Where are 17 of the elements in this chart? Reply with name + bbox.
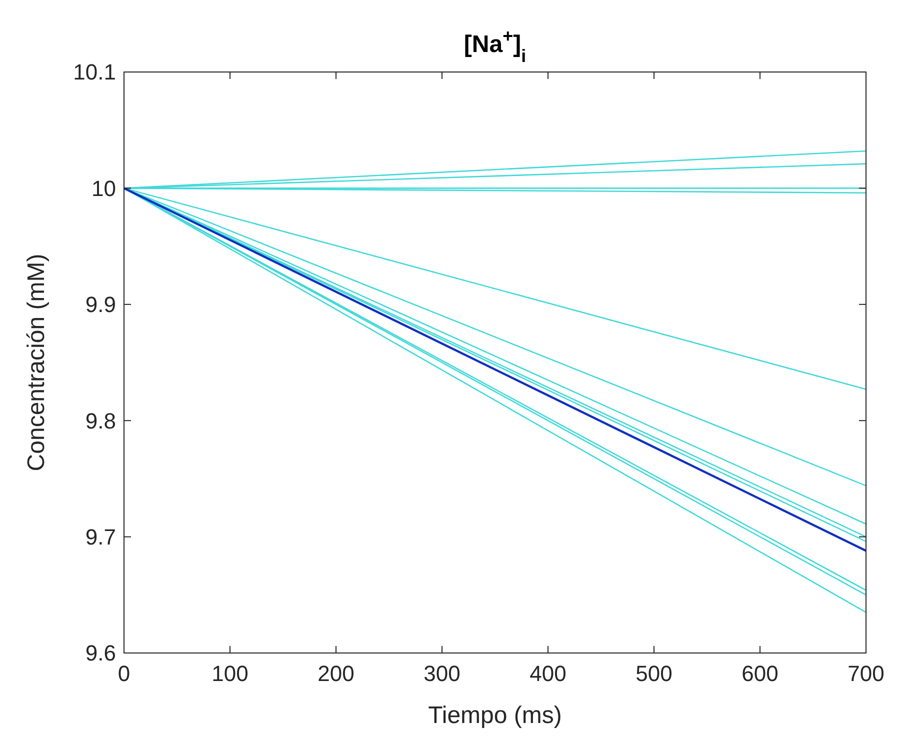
x-tick-label: 200 (318, 661, 354, 686)
x-tick-label: 100 (212, 661, 248, 686)
y-tick-label: 10 (92, 176, 116, 201)
x-axis-title: Tiempo (ms) (428, 702, 562, 729)
y-tick-label: 9.6 (85, 640, 116, 666)
y-tick-label: 10.1 (73, 60, 116, 85)
x-tick-label: 400 (530, 661, 566, 686)
x-tick-label: 700 (848, 661, 884, 686)
x-tick-label: 600 (742, 661, 778, 686)
x-tick-label: 500 (636, 661, 672, 686)
x-tick-label: 0 (118, 661, 130, 686)
y-tick-label: 9.8 (85, 408, 116, 434)
x-tick-label: 300 (424, 661, 460, 686)
y-tick-label: 9.9 (85, 292, 116, 318)
y-axis-title: Concentración (mM) (23, 254, 50, 472)
y-tick-label: 9.7 (85, 524, 116, 550)
chart-title: [Na$^{+}$]$_{i}$ (464, 26, 526, 66)
